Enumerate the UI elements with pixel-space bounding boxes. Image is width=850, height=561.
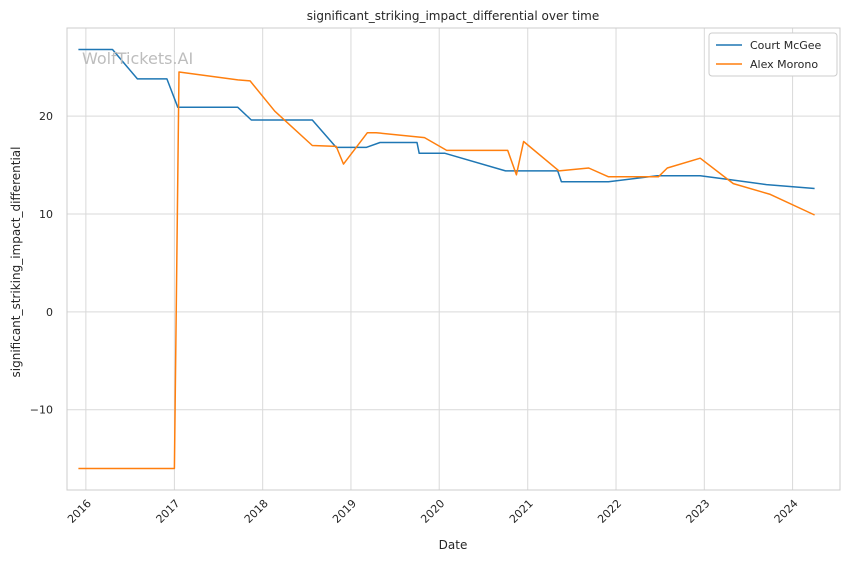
x-axis-label: Date (439, 538, 468, 552)
chart-title: significant_striking_impact_differential… (307, 9, 599, 23)
plot-frame (66, 27, 841, 491)
series-line-court-mcgee (78, 48, 815, 190)
y-tick-label: −10 (30, 404, 53, 417)
legend-label-court-mcgee: Court McGee (750, 39, 822, 52)
watermark: WolfTickets.AI (82, 49, 193, 68)
legend-box (708, 32, 838, 77)
y-tick-label: 20 (39, 110, 53, 123)
series-line-alex-morono (78, 71, 815, 470)
y-axis-label: significant_striking_impact_differential (9, 147, 23, 378)
series-lines (78, 48, 815, 470)
legend: Court McGee Alex Morono (708, 32, 838, 77)
grid-lines (67, 28, 840, 490)
y-tick-label: 10 (39, 208, 53, 221)
y-tick-labels: −10 0 10 20 (30, 110, 53, 417)
legend-label-alex-morono: Alex Morono (750, 58, 818, 71)
y-tick-label: 0 (46, 306, 53, 319)
